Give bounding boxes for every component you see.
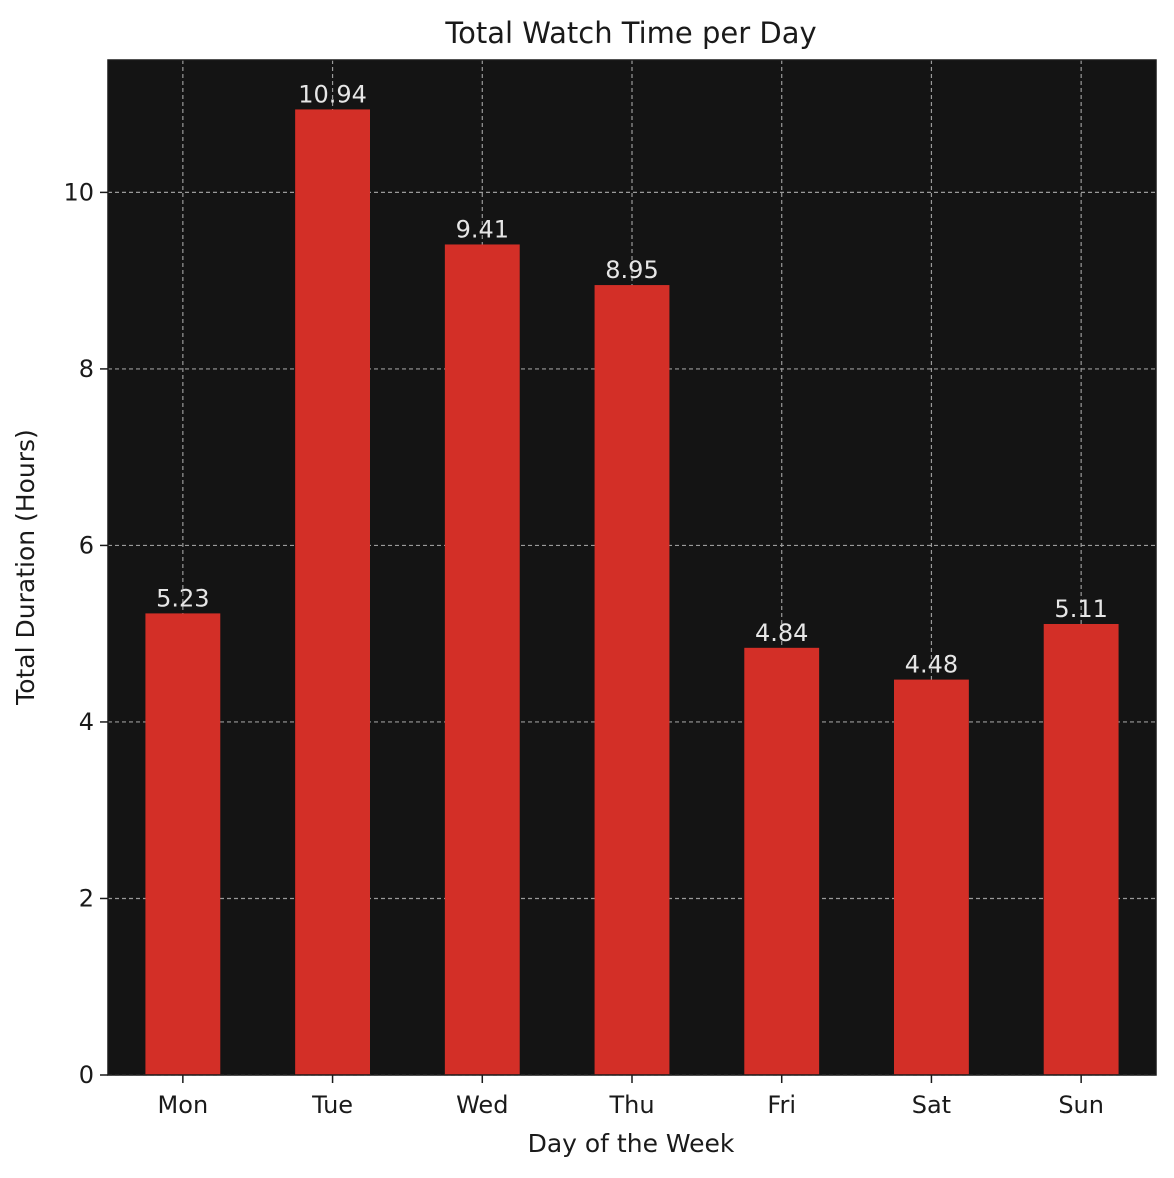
bar-value-label: 4.48: [905, 651, 958, 679]
y-tick-label: 10: [63, 178, 94, 206]
bar: [444, 244, 520, 1075]
x-tick-label: Wed: [456, 1091, 508, 1119]
bar-value-label: 10.94: [298, 80, 367, 108]
bars: [145, 109, 1119, 1076]
bar: [894, 679, 969, 1075]
y-tick-label: 8: [79, 355, 94, 383]
bar-value-label: 9.41: [456, 215, 509, 243]
bar: [594, 285, 670, 1076]
x-tick-label: Mon: [158, 1091, 209, 1119]
y-tick-label: 6: [79, 531, 94, 559]
x-tick-label: Sun: [1058, 1091, 1104, 1119]
bar: [295, 109, 370, 1075]
x-tick-label: Thu: [608, 1091, 654, 1119]
bar-value-label: 4.84: [755, 619, 808, 647]
bar: [744, 647, 820, 1075]
y-tick-label: 4: [79, 708, 94, 736]
chart-title: Total Watch Time per Day: [444, 16, 816, 50]
axes: 0 2 4 6 8 10 Mon Tue Wed Thu Fri Sat Sun: [63, 59, 1157, 1119]
x-tick-label: Fri: [767, 1091, 796, 1119]
bar-value-label: 8.95: [605, 256, 658, 284]
bar: [145, 613, 221, 1075]
bar-value-label: 5.11: [1054, 595, 1107, 623]
bar-value-labels: 5.23 10.94 9.41 8.95 4.84 4.48 5.11: [156, 80, 1108, 678]
x-axis-label: Day of the Week: [528, 1129, 735, 1158]
y-tick-label: 2: [79, 884, 94, 912]
y-axis-label: Total Duration (Hours): [11, 429, 40, 706]
x-tick-label: Tue: [311, 1091, 353, 1119]
x-tick-label: Sat: [912, 1091, 951, 1119]
bar: [1043, 623, 1119, 1075]
y-tick-label: 0: [79, 1061, 94, 1089]
bar-value-label: 5.23: [156, 584, 209, 612]
